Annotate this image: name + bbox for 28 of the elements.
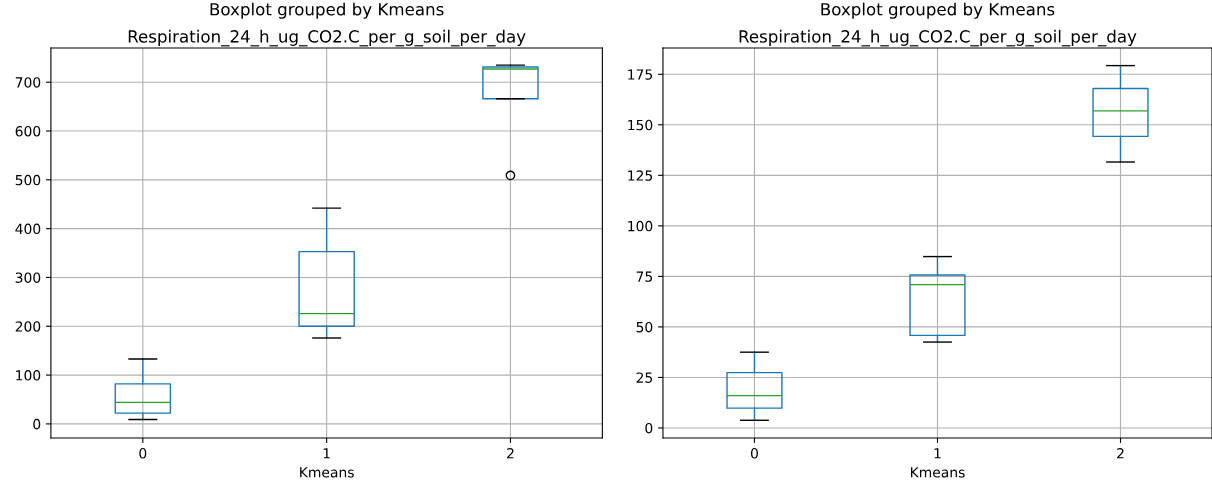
x-tick-label: 2 [1117, 448, 1124, 459]
y-tick-label: 200 [15, 321, 41, 332]
chart-title: Boxplot grouped by Kmeans [210, 2, 444, 19]
y-tick-label: 300 [15, 272, 41, 283]
x-tick-label: 0 [139, 448, 147, 459]
y-tick-label: 25 [636, 372, 653, 383]
y-tick-label: 600 [15, 125, 41, 137]
y-tick-label: 100 [16, 370, 41, 381]
y-tick-label: 150 [628, 119, 653, 131]
chart-subtitle: Respiration_24_h_ug_CO2.C_per_g_soil_per_day [128, 29, 526, 47]
y-tick-label: 175 [628, 69, 653, 80]
y-tick-label: 0 [33, 418, 41, 430]
y-tick-label: 75 [636, 271, 653, 282]
x-tick-label: 0 [750, 448, 758, 459]
y-tick-label: 500 [15, 174, 41, 186]
x-tick-label: 1 [323, 448, 330, 459]
y-tick-label: 50 [636, 321, 653, 333]
y-tick-label: 0 [645, 422, 653, 434]
x-axis-title: Kmeans [910, 467, 965, 478]
chart-title: Boxplot grouped by Kmeans [821, 2, 1055, 19]
chart-subtitle: Respiration_24_h_ug_CO2.C_per_g_soil_per_day [739, 29, 1137, 47]
y-tick-label: 400 [15, 223, 41, 235]
x-tick-label: 2 [507, 448, 514, 459]
y-tick-label: 700 [15, 77, 41, 88]
y-tick-label: 100 [628, 220, 653, 232]
x-tick-label: 1 [934, 448, 941, 459]
y-tick-label: 125 [628, 170, 653, 181]
x-axis-title: Kmeans [300, 467, 354, 478]
